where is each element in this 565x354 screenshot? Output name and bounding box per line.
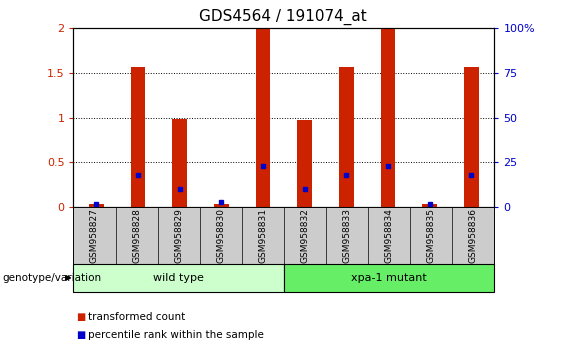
Text: transformed count: transformed count	[88, 312, 185, 322]
Bar	[381, 28, 395, 207]
Text: percentile rank within the sample: percentile rank within the sample	[88, 330, 263, 339]
Bar	[464, 67, 479, 207]
Bar	[131, 67, 145, 207]
Bar	[89, 204, 103, 207]
Bar	[256, 28, 271, 207]
Text: ■: ■	[76, 330, 85, 339]
Text: GSM958833: GSM958833	[342, 208, 351, 263]
Text: GSM958827: GSM958827	[90, 208, 99, 263]
Text: GSM958834: GSM958834	[385, 208, 394, 263]
Text: GSM958828: GSM958828	[132, 208, 141, 263]
Text: GSM958835: GSM958835	[427, 208, 436, 263]
Text: genotype/variation: genotype/variation	[3, 273, 102, 283]
Text: GSM958832: GSM958832	[301, 208, 310, 263]
Text: GSM958831: GSM958831	[258, 208, 267, 263]
Text: GSM958829: GSM958829	[174, 208, 183, 263]
Bar	[284, 264, 494, 292]
Bar	[172, 120, 187, 207]
Text: GSM958836: GSM958836	[469, 208, 478, 263]
Text: ■: ■	[76, 312, 85, 322]
Bar	[297, 120, 312, 207]
Text: xpa-1 mutant: xpa-1 mutant	[351, 273, 427, 283]
Text: wild type: wild type	[153, 273, 204, 283]
Bar	[423, 204, 437, 207]
Bar	[73, 264, 284, 292]
Text: GSM958830: GSM958830	[216, 208, 225, 263]
Bar	[214, 204, 229, 207]
Text: GDS4564 / 191074_at: GDS4564 / 191074_at	[199, 9, 366, 25]
Bar	[339, 67, 354, 207]
